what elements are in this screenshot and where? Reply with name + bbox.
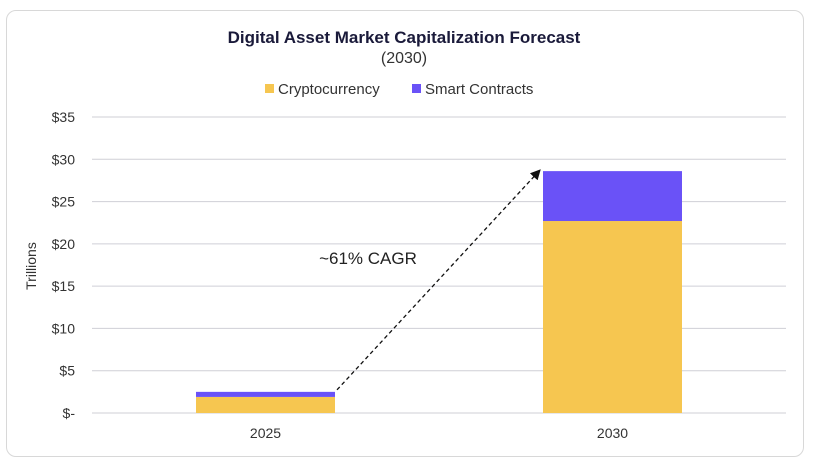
y-tick-label: $25 — [52, 194, 76, 210]
x-tick-label: 2030 — [597, 425, 628, 441]
legend-swatch — [412, 84, 421, 93]
y-tick-label: $- — [63, 405, 76, 421]
cagr-annotation: ~61% CAGR — [319, 249, 417, 268]
cagr-arrow — [336, 169, 541, 391]
y-tick-label: $5 — [59, 363, 75, 379]
chart-subtitle: (2030) — [381, 50, 427, 67]
legend-label: Cryptocurrency — [278, 81, 380, 98]
x-tick-label: 2025 — [250, 425, 281, 441]
chart-title: Digital Asset Market Capitalization Fore… — [228, 28, 581, 47]
y-axis-label: Trillions — [23, 242, 39, 290]
bar-smart-contracts-2025 — [196, 391, 335, 397]
bar-cryptocurrency-2025 — [196, 396, 335, 413]
y-tick-label: $20 — [52, 236, 76, 252]
y-tick-label: $35 — [52, 109, 76, 125]
y-tick-label: $15 — [52, 278, 76, 294]
y-tick-label: $10 — [52, 320, 76, 336]
legend-label: Smart Contracts — [425, 81, 533, 98]
legend-swatch — [265, 84, 274, 93]
bar-cryptocurrency-2030 — [543, 221, 682, 413]
bar-smart-contracts-2030 — [543, 171, 682, 222]
y-tick-label: $30 — [52, 151, 76, 167]
